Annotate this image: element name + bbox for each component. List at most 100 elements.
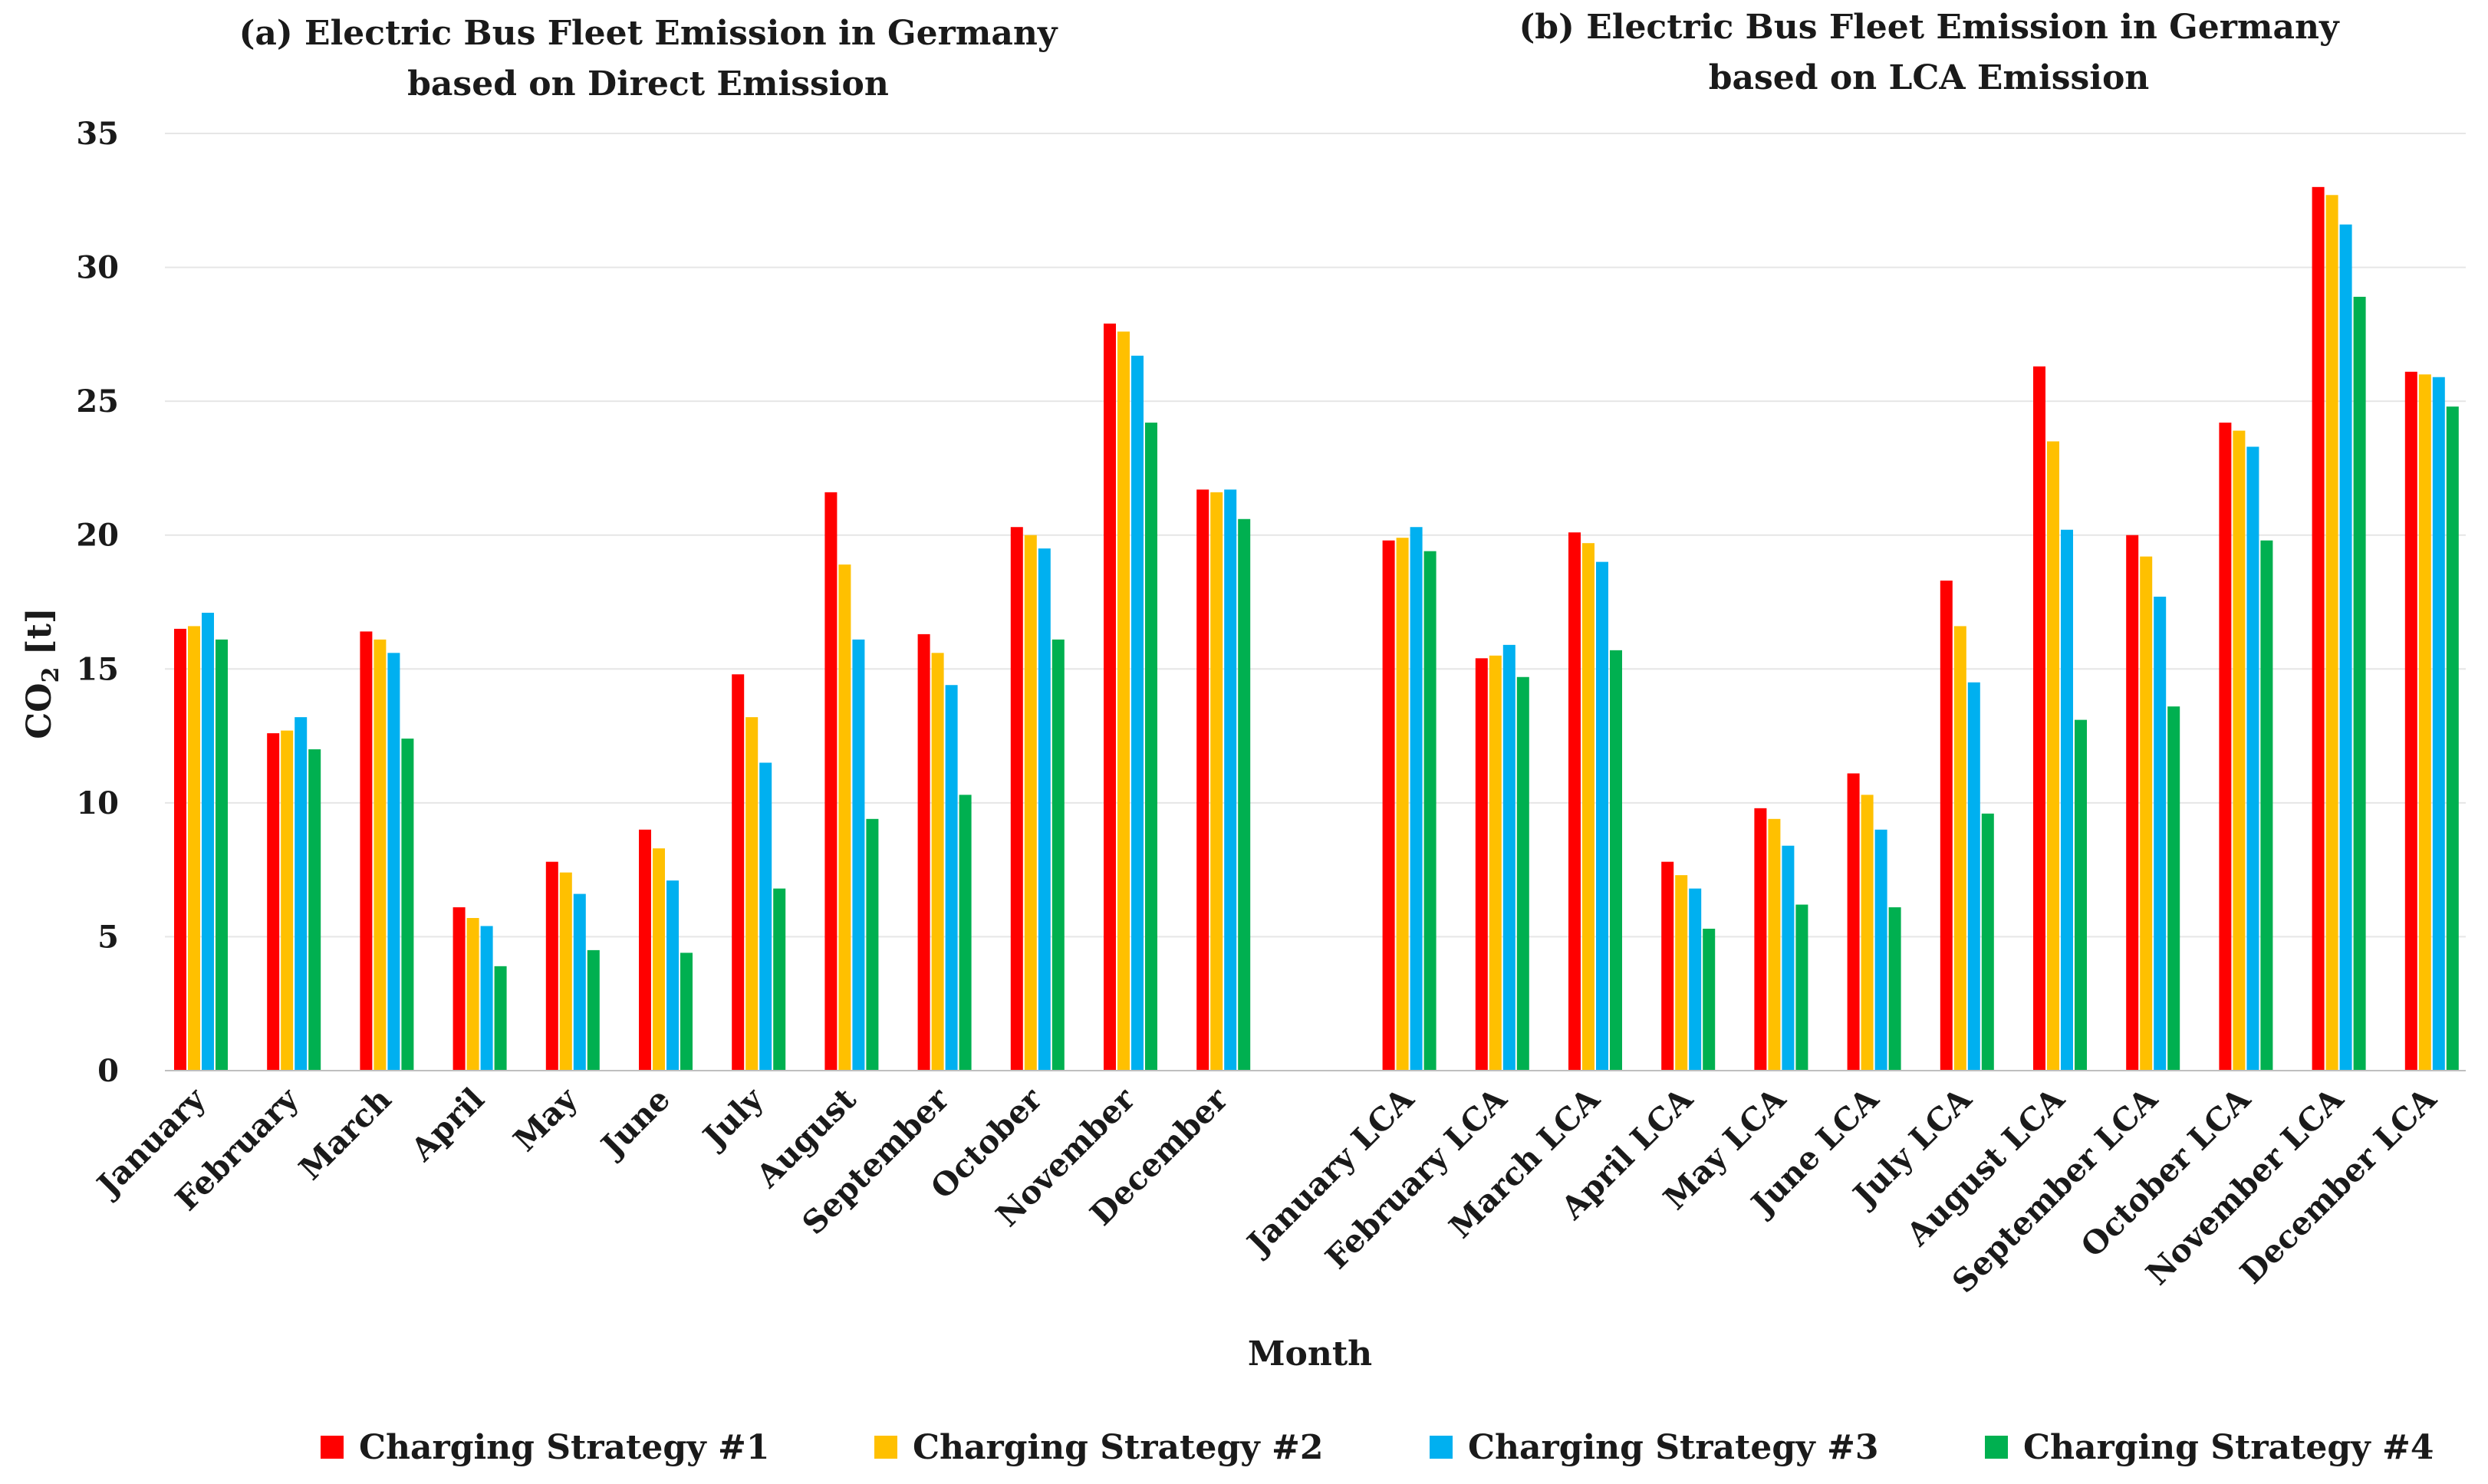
gridlines <box>165 133 2466 938</box>
legend-item: Charging Strategy #3 <box>1430 1428 1879 1467</box>
bar <box>1196 489 1209 1071</box>
bar <box>1596 561 1608 1071</box>
bar <box>1396 538 1409 1071</box>
bar <box>1516 676 1529 1071</box>
bar <box>1703 928 1716 1071</box>
bar <box>573 893 586 1071</box>
bar <box>1238 518 1251 1071</box>
bar <box>1568 532 1581 1071</box>
bar <box>466 917 479 1071</box>
bar <box>1675 875 1688 1071</box>
bar <box>1502 644 1516 1071</box>
bar <box>360 631 373 1071</box>
bar <box>1104 323 1116 1071</box>
bars <box>174 186 2459 1071</box>
bar <box>1754 808 1767 1071</box>
bar <box>759 762 772 1071</box>
bar <box>2140 556 2153 1071</box>
bar <box>2260 540 2273 1071</box>
bar <box>2126 535 2139 1071</box>
bar <box>387 653 400 1071</box>
y-tick-label: 15 <box>76 651 119 687</box>
bar <box>824 492 838 1071</box>
bar <box>2432 377 2445 1071</box>
bar <box>773 888 786 1071</box>
bar <box>559 872 572 1071</box>
legend-swatch <box>874 1436 897 1459</box>
bar <box>308 749 321 1071</box>
x-axis-title: Month <box>1248 1334 1372 1374</box>
bar <box>2325 195 2338 1071</box>
bar <box>202 612 214 1071</box>
bar <box>1475 658 1488 1071</box>
bar <box>866 818 879 1071</box>
bar <box>1768 818 1781 1071</box>
bar <box>1847 773 1860 1071</box>
bar <box>1582 543 1594 1071</box>
legend-item: Charging Strategy #1 <box>321 1428 770 1467</box>
bar <box>494 966 507 1071</box>
bar <box>1661 861 1674 1071</box>
bar <box>281 730 294 1071</box>
bar <box>1795 904 1808 1071</box>
bar <box>1981 813 1994 1071</box>
bar <box>1051 639 1065 1071</box>
x-tick-label: October LCA <box>2074 1080 2258 1264</box>
legend-label: Charging Strategy #1 <box>359 1428 770 1467</box>
legend-label: Charging Strategy #2 <box>913 1428 1324 1467</box>
y-tick-label: 10 <box>76 785 119 821</box>
chart-title-line2: based on Direct Emission <box>407 64 889 104</box>
bar <box>2353 296 2366 1071</box>
y-tick-label: 35 <box>76 116 119 152</box>
bar <box>267 733 280 1071</box>
bar <box>666 880 679 1071</box>
bar <box>917 633 930 1071</box>
bar <box>174 628 186 1071</box>
x-tick-label: July <box>695 1080 772 1157</box>
bar <box>945 685 958 1071</box>
bar <box>1382 540 1395 1071</box>
x-tick-label: June <box>593 1081 677 1165</box>
bar <box>1210 492 1223 1071</box>
bar <box>453 907 466 1071</box>
bar <box>1010 527 1023 1071</box>
legend-swatch <box>321 1436 344 1459</box>
bar <box>639 829 651 1071</box>
bar <box>653 848 665 1071</box>
bar <box>852 639 865 1071</box>
bar <box>2167 706 2180 1071</box>
x-tick-label: April <box>403 1081 492 1169</box>
x-tick-label: August LCA <box>1899 1080 2072 1253</box>
bar <box>216 639 228 1071</box>
legend: Charging Strategy #1 Charging Strategy #2… <box>321 1428 2434 1467</box>
bar <box>931 653 944 1071</box>
bar <box>188 626 200 1071</box>
bar <box>2075 719 2087 1071</box>
chart-title-line2: based on LCA Emission <box>1709 58 2150 97</box>
bar <box>1874 829 1887 1071</box>
bar <box>1610 650 1622 1071</box>
bar <box>1888 907 1901 1071</box>
bar <box>2418 374 2431 1071</box>
legend-label: Charging Strategy #4 <box>2023 1428 2434 1467</box>
y-tick-label: 20 <box>76 518 119 554</box>
bar <box>295 717 308 1071</box>
bar <box>1861 795 1874 1071</box>
legend-item: Charging Strategy #4 <box>1985 1428 2434 1467</box>
bar <box>1689 888 1702 1071</box>
x-tick-label: May <box>506 1080 584 1158</box>
chart-title-line1: (b) Electric Bus Fleet Emission in Germa… <box>1519 8 2339 47</box>
bar <box>745 717 759 1071</box>
bar <box>401 739 414 1071</box>
legend-item: Charging Strategy #2 <box>874 1428 1324 1467</box>
bar <box>680 953 693 1071</box>
bar <box>2219 423 2232 1071</box>
bar <box>2047 441 2059 1071</box>
y-tick-label: 25 <box>76 383 119 420</box>
bar <box>732 674 745 1071</box>
y-axis-ticks: 0 5 10 15 20 25 30 35 <box>76 116 119 1089</box>
bar <box>2404 371 2417 1071</box>
chart-titles: (a) Electric Bus Fleet Emission in Germa… <box>239 8 2340 104</box>
